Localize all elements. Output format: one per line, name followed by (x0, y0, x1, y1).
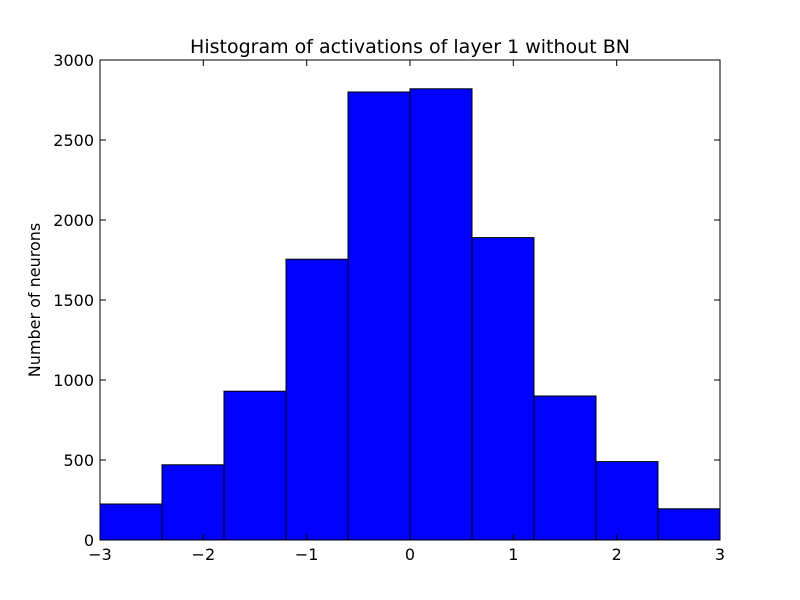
histogram-bar (347, 91, 411, 541)
histogram-bar (595, 461, 659, 541)
histogram-bar (161, 464, 225, 541)
y-tick-label: 0 (84, 531, 94, 550)
y-axis-label: Number of neurons (25, 223, 44, 377)
y-tick-label: 2000 (53, 211, 94, 230)
bars-group (99, 88, 721, 541)
histogram-bar (223, 390, 287, 541)
tick-labels-group: −3 −2 −1 0 1 2 3 0 500 1000 1500 2000 2500 3000 (53, 51, 725, 564)
histogram-bar (657, 508, 721, 541)
y-tick-label: 1500 (53, 291, 94, 310)
histogram-bar (409, 88, 473, 541)
x-tick-label: −2 (192, 545, 216, 564)
y-tick-label: 1000 (53, 371, 94, 390)
histogram-bar (533, 395, 597, 541)
x-tick-label: 0 (405, 545, 415, 564)
histogram-bar (471, 237, 535, 541)
x-tick-label: −1 (295, 545, 319, 564)
x-tick-label: 3 (715, 545, 725, 564)
y-tick-label: 2500 (53, 131, 94, 150)
histogram-bar (99, 503, 163, 541)
x-tick-label: 1 (508, 545, 518, 564)
x-tick-label: −3 (88, 545, 112, 564)
chart-title: Histogram of activations of layer 1 with… (190, 36, 630, 58)
x-tick-label: 2 (612, 545, 622, 564)
histogram-bar (285, 258, 349, 541)
y-tick-label: 3000 (53, 51, 94, 70)
plot-frame (99, 59, 721, 541)
y-tick-label: 500 (63, 451, 94, 470)
